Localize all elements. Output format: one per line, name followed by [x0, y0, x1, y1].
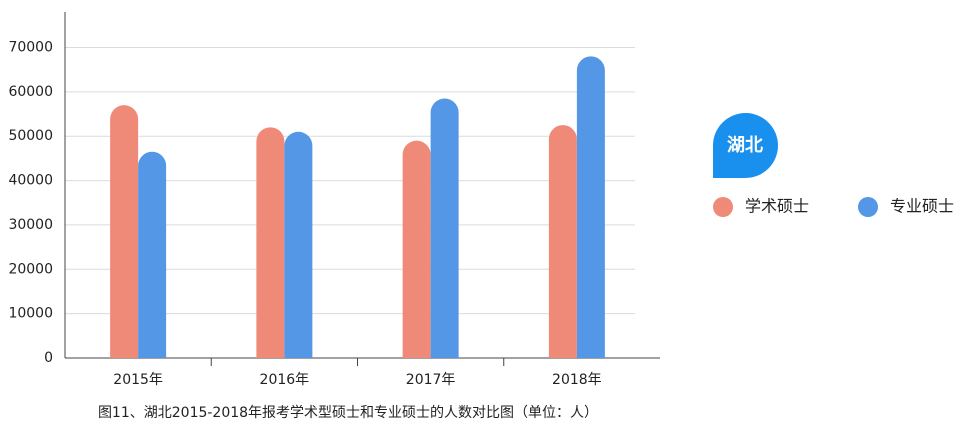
y-tick-label: 10000: [8, 306, 53, 322]
y-tick-label: 20000: [8, 261, 53, 277]
bar: [138, 151, 167, 358]
bar: [256, 127, 285, 358]
y-tick-label: 40000: [8, 173, 53, 189]
y-tick-label: 50000: [8, 128, 53, 144]
x-tick-label: 2017年: [406, 372, 456, 388]
x-tick-label: 2015年: [113, 372, 163, 388]
legend-badge: [713, 113, 778, 178]
y-tick-label: 30000: [8, 217, 53, 233]
bar: [110, 105, 139, 359]
x-tick-label: 2018年: [552, 372, 602, 388]
y-tick-label: 0: [44, 350, 53, 366]
bar: [430, 98, 459, 359]
legend-marker: [713, 197, 733, 217]
legend-marker: [858, 197, 878, 217]
bar: [402, 140, 431, 358]
chart-caption: 图11、湖北2015-2018年报考学术型硕士和专业硕士的人数对比图（单位：人）: [98, 405, 598, 421]
bar: [576, 56, 605, 358]
legend-title: 湖北: [727, 135, 763, 156]
legend-label: 学术硕士: [745, 197, 809, 216]
legend-label: 专业硕士: [890, 197, 954, 216]
y-tick-label: 70000: [8, 39, 53, 55]
y-tick-label: 60000: [8, 84, 53, 100]
x-tick-label: 2016年: [260, 372, 310, 388]
bar: [284, 131, 313, 358]
bar: [548, 125, 577, 358]
